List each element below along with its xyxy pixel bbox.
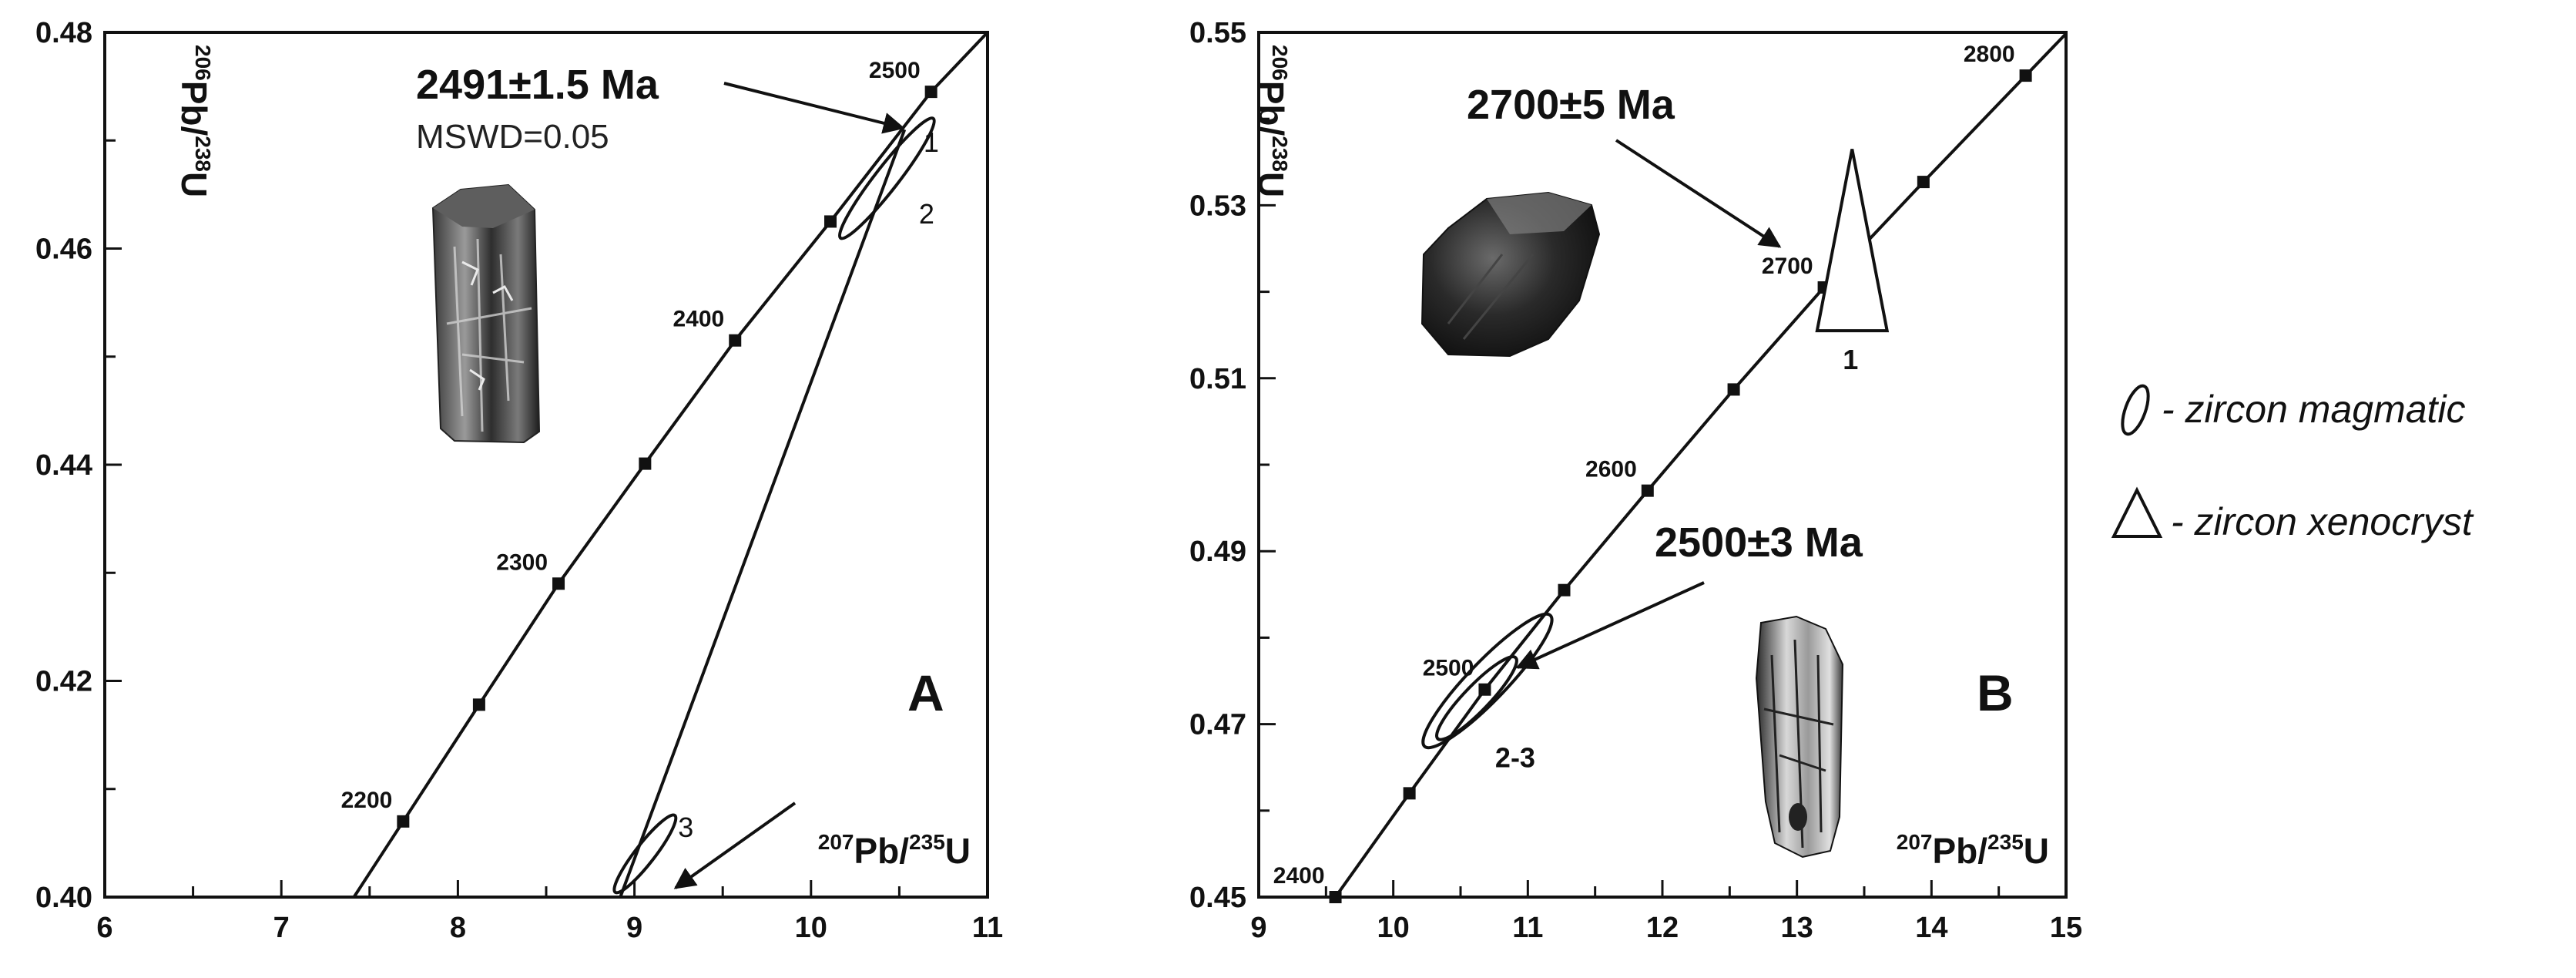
panel-b-triangle-label: 1	[1843, 344, 1858, 375]
panel-b-concordia-age-label: 2800	[1964, 42, 2015, 67]
panel-a-y-tick-label: 0.42	[35, 666, 92, 698]
panel-a-x-tick-label: 9	[626, 912, 642, 944]
panel-a-error-ellipse	[612, 813, 678, 895]
panel-b-lower-arrow	[1515, 581, 1705, 670]
panel-b-letter: B	[1977, 664, 2014, 721]
panel-b-frame	[1257, 31, 2068, 899]
panel-a-y-ticks: 0.40 0.42 0.44 0.46 0.48	[35, 17, 122, 914]
panel-a-concordia-age-marker	[729, 334, 742, 347]
panel-a-x-tick-label: 8	[450, 912, 466, 944]
panel-b-x-tick-label: 9	[1250, 912, 1266, 944]
panel-a-discordia-line	[619, 129, 907, 898]
panel-a-concordia: 2200 2300 2400 2500	[341, 31, 989, 899]
panel-a-crystal-image	[431, 183, 541, 444]
panel-b-concordia-age-label: 2700	[1762, 254, 1813, 279]
panel-b-concordia-age-label: 2600	[1585, 457, 1637, 482]
panel-b-y-tick-label: 0.55	[1189, 17, 1246, 49]
panel-a-concordia-age-marker	[472, 698, 485, 711]
panel-b-xenocryst-triangle	[1815, 149, 1890, 333]
panel-b-x-axis-label: 207Pb/235U	[1897, 830, 2049, 871]
panel-b-lower-age-annotation: 2500±3 Ma	[1655, 519, 1863, 566]
panel-b-x-tick-label: 11	[1512, 912, 1543, 944]
panel-a-letter: A	[907, 664, 944, 721]
panel-a-age-annotation: 2491±1.5 Ma	[416, 62, 659, 108]
panel-a-concordia-age-marker	[924, 86, 937, 99]
panel-b-y-tick-label: 0.51	[1189, 363, 1246, 395]
panel-b-y-tick-label: 0.53	[1189, 190, 1246, 222]
panel-b-concordia-age-marker	[1917, 176, 1930, 189]
panel-a-concordia-age-label: 2500	[869, 58, 921, 83]
panel-a-concordia-age-marker	[639, 457, 652, 470]
panel-b-x-tick-label: 10	[1377, 912, 1410, 944]
panel-b: 9 10 11 12 13 14 15 0.45 0.47 0.49 0.51 0.53 0.55 2…	[1189, 17, 2082, 944]
panel-a: 6 7 8 9 10 11 0.40 0.42 0.44 0.46 0.48 2200 2300 24…	[35, 17, 1003, 944]
legend: - zircon magmatic - zircon xenocryst	[2111, 384, 2474, 543]
panel-b-dark-crystal-image	[1420, 191, 1601, 358]
panel-b-y-ticks: 0.45 0.47 0.49 0.51 0.53 0.55	[1189, 17, 1276, 914]
panel-a-error-ellipse	[837, 116, 936, 240]
panel-a-concordia-age-label: 2400	[673, 307, 724, 332]
panel-a-ellipse-label: 3	[678, 812, 693, 843]
panel-b-x-ticks: 9 10 11 12 13 14 15	[1250, 880, 2082, 944]
panel-a-x-tick-label: 11	[972, 912, 1003, 944]
panel-b-x-tick-label: 14	[1915, 912, 1947, 944]
panel-a-ellipse-label: 1	[924, 126, 939, 158]
panel-b-concordia-curve	[1333, 32, 2068, 899]
ellipse-icon	[2121, 384, 2150, 436]
panel-b-upper-age-annotation: 2700±5 Ma	[1467, 82, 1675, 128]
panel-b-upper-arrow	[1615, 139, 1782, 248]
panel-b-concordia-age-marker	[1403, 787, 1416, 800]
panel-a-y-axis-label: 206Pb/238U	[174, 45, 215, 197]
panel-a-ellipses: 1 2 3	[612, 116, 939, 895]
panel-a-x-tick-label: 10	[795, 912, 827, 944]
panel-a-y-tick-label: 0.46	[35, 234, 92, 266]
panel-a-lower-arrow	[673, 802, 797, 889]
panel-a-concordia-age-label: 2200	[341, 788, 393, 813]
panel-b-x-tick-label: 13	[1781, 912, 1813, 944]
panel-b-concordia-age-marker	[1641, 484, 1654, 497]
panel-a-x-tick-label: 6	[96, 912, 112, 944]
panel-a-x-tick-label: 7	[273, 912, 290, 944]
triangle-icon	[2111, 486, 2163, 538]
panel-b-y-tick-label: 0.47	[1189, 709, 1246, 741]
panel-b-concordia-age-marker	[1478, 683, 1491, 696]
panel-b-triangle-group: 1	[1815, 149, 1890, 375]
legend-item-xenocryst-label: - zircon xenocryst	[2171, 500, 2474, 543]
panel-b-x-tick-label: 15	[2050, 912, 2082, 944]
panel-b-y-tick-label: 0.49	[1189, 536, 1246, 568]
panel-b-error-ellipse	[1421, 612, 1554, 750]
legend-item-magmatic-label: - zircon magmatic	[2162, 388, 2466, 431]
panel-b-concordia-age-marker	[1727, 383, 1740, 396]
panel-a-y-tick-label: 0.40	[35, 882, 92, 914]
panel-a-concordia-age-label: 2300	[496, 549, 548, 575]
panel-b-ellipse-label: 2-3	[1495, 741, 1535, 773]
panel-a-concordia-age-marker	[824, 215, 837, 228]
panel-a-x-ticks: 6 7 8 9 10 11	[96, 880, 1003, 944]
panel-b-y-axis-label: 206Pb/238U	[1251, 45, 1292, 197]
panel-b-concordia-age-marker	[2019, 69, 2032, 82]
panel-b-y-tick-label: 0.45	[1189, 882, 1246, 914]
panel-a-age-arrow	[723, 82, 905, 134]
panel-b-light-crystal-image	[1755, 615, 1844, 859]
panel-a-y-tick-label: 0.48	[35, 17, 92, 49]
panel-b-x-tick-label: 12	[1646, 912, 1679, 944]
panel-b-concordia-age-marker	[1329, 891, 1342, 903]
panel-a-y-tick-label: 0.44	[35, 449, 92, 482]
panel-a-concordia-age-marker	[397, 815, 410, 828]
panel-b-concordia-age-marker	[1558, 583, 1571, 597]
panel-a-mswd-annotation: MSWD=0.05	[416, 118, 609, 156]
panel-a-x-axis-label: 207Pb/235U	[818, 830, 971, 871]
panel-a-frame	[103, 31, 989, 899]
panel-a-concordia-age-marker	[552, 577, 565, 590]
panel-b-concordia-age-label: 2400	[1273, 863, 1325, 889]
panel-a-ellipse-label: 2	[919, 198, 934, 230]
